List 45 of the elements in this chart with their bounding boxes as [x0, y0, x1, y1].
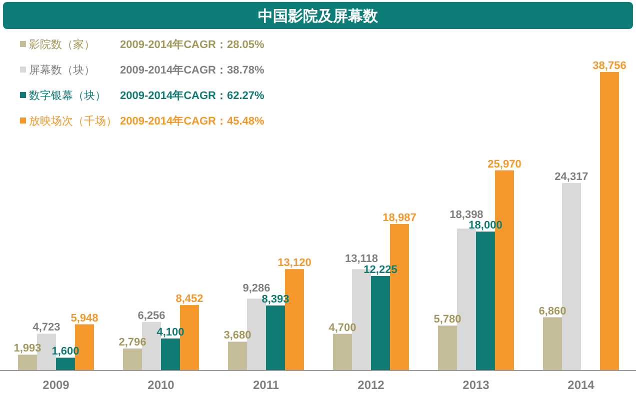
annotation: 2009-2014年CAGR：38.78%	[120, 64, 265, 76]
data-label: 18,987	[382, 212, 416, 224]
data-label: 24,317	[554, 171, 588, 184]
text: 2009-2014年CAGR：28.05%	[120, 38, 265, 51]
bar	[56, 358, 76, 370]
x-tick-label: 2014	[568, 378, 595, 392]
bar	[18, 354, 37, 370]
data-label: 13,120	[278, 257, 312, 270]
data-label: 6,256	[138, 310, 166, 322]
data-label: 38,756	[592, 60, 626, 72]
legend-label: 屏幕数（块）	[29, 64, 95, 76]
data-label: 5,948	[70, 312, 98, 324]
x-tick-label: 2012	[358, 378, 385, 392]
bar	[542, 317, 562, 370]
data-label: 25,970	[488, 158, 522, 170]
bar	[228, 342, 247, 370]
data-label: 2,796	[118, 336, 146, 348]
data-label: 3,680	[224, 330, 252, 342]
x-tick-label: 2013	[462, 378, 490, 392]
annotation: 2009-2014年CAGR：45.48%	[120, 114, 265, 128]
data-label: 6,860	[538, 305, 566, 318]
bar	[332, 334, 352, 370]
bar	[371, 276, 390, 370]
data-label: 5,780	[434, 314, 462, 326]
bar	[266, 305, 286, 370]
x-tick-label: 2010	[148, 378, 175, 392]
data-label: 4,723	[32, 322, 60, 334]
x-tick-label: 2011	[252, 378, 280, 392]
data-label: 1,993	[14, 342, 42, 355]
annotation: 2009-2014年CAGR：62.27%	[120, 89, 265, 102]
bar	[161, 338, 180, 370]
x-tick-label: 2009	[42, 378, 70, 392]
data-label: 8,452	[176, 293, 204, 306]
bar	[122, 348, 142, 370]
bar	[438, 326, 457, 370]
bar	[476, 232, 496, 370]
bar	[600, 72, 620, 370]
data-label: 18,398	[450, 208, 484, 221]
legend-label: 放映场次（千场）	[29, 114, 117, 128]
data-label: 4,700	[328, 322, 356, 334]
legend-label: 影院数（家）	[29, 38, 95, 51]
legend-label: 数字银幕（块）	[29, 89, 106, 102]
chart-title: 中国影院及屏幕数	[258, 8, 379, 25]
data-label: 9,286	[242, 282, 270, 295]
data-label: 13,118	[344, 253, 378, 266]
